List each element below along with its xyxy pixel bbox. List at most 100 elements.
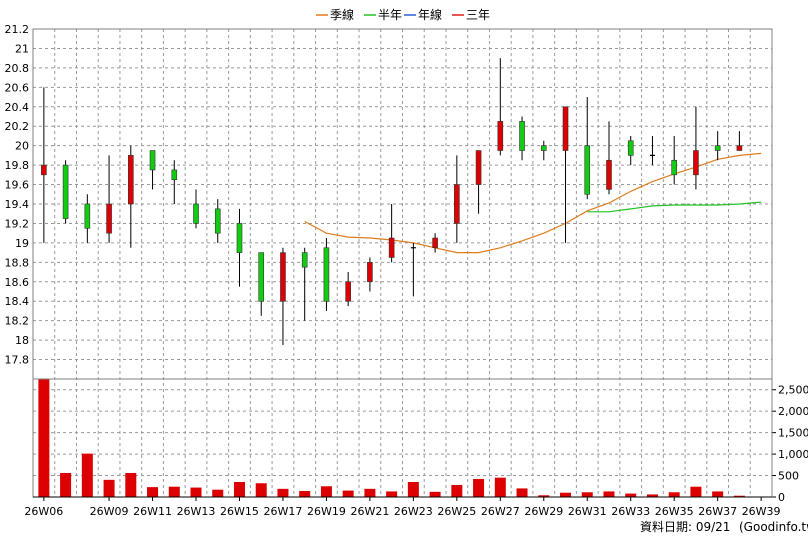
candle-body bbox=[606, 159, 612, 190]
volume-bar bbox=[690, 486, 702, 497]
source-label: (Goodinfo.tw) bbox=[739, 520, 808, 534]
volume-panel: 0 500 1,000 1,500 2,000 2,500 bbox=[32, 378, 808, 504]
price-tick-label: 19 bbox=[15, 237, 29, 250]
candle-body bbox=[214, 208, 221, 234]
candle-body bbox=[714, 145, 721, 151]
price-tick-label: 18.4 bbox=[5, 295, 30, 308]
candle-body bbox=[345, 281, 351, 302]
volume-bar bbox=[38, 379, 50, 497]
volume-bar bbox=[646, 494, 658, 497]
volume-bar bbox=[190, 487, 202, 497]
legend-label: 三年 bbox=[466, 8, 490, 22]
candle-body bbox=[519, 121, 525, 151]
price-tick-label: 19.6 bbox=[5, 179, 30, 192]
price-tick-label: 21.2 bbox=[5, 23, 30, 36]
candle-body bbox=[432, 237, 438, 249]
volume-bar bbox=[451, 484, 463, 497]
x-tick-label: 26W09 bbox=[90, 505, 129, 518]
candle-body bbox=[693, 150, 699, 176]
volume-bar bbox=[625, 493, 637, 497]
x-tick-label: 26W06 bbox=[24, 505, 63, 518]
price-panel: 17.8 18 18.2 18.4 18.6 18.8 19 19.2 19.4 19.6 19.8… bbox=[5, 23, 773, 497]
candle-body bbox=[128, 155, 134, 205]
volume-bar bbox=[147, 487, 159, 497]
volume-bar bbox=[538, 495, 550, 497]
candle-body bbox=[367, 262, 373, 283]
volume-bar bbox=[168, 486, 180, 497]
volume-bar bbox=[255, 483, 267, 497]
candle-body bbox=[62, 164, 69, 219]
volume-bar bbox=[212, 489, 224, 497]
x-tick-label: 26W19 bbox=[307, 505, 346, 518]
candle-body bbox=[627, 140, 634, 156]
volume-tick-label: 2,000 bbox=[778, 405, 808, 418]
x-tick-label: 26W31 bbox=[568, 505, 607, 518]
price-tick-label: 20 bbox=[15, 140, 29, 153]
volume-bar bbox=[407, 481, 419, 497]
candle-body bbox=[301, 252, 308, 268]
price-tick-label: 20.6 bbox=[5, 81, 30, 94]
price-tick-label: 20.2 bbox=[5, 120, 30, 133]
candle-body bbox=[736, 145, 743, 151]
volume-bar bbox=[81, 453, 93, 497]
volume-bar bbox=[386, 491, 398, 497]
price-tick-label: 20.4 bbox=[5, 101, 30, 114]
x-tick-label: 26W15 bbox=[220, 505, 259, 518]
candle-body bbox=[280, 252, 286, 302]
volume-bar bbox=[712, 491, 724, 497]
candle-body bbox=[236, 223, 243, 253]
volume-bar bbox=[668, 492, 680, 497]
volume-bar bbox=[429, 491, 441, 497]
candle-body bbox=[258, 252, 265, 302]
price-tick-label: 18 bbox=[15, 334, 29, 347]
volume-bar bbox=[342, 490, 354, 497]
x-axis: 26W06 26W09 26W11 26W13 26W15 26W17 26W19 26W21… bbox=[24, 497, 781, 518]
candle-body bbox=[323, 247, 330, 302]
volume-tick-label: 2,500 bbox=[778, 384, 808, 397]
candle-body bbox=[193, 203, 199, 224]
x-tick-label: 26W33 bbox=[611, 505, 650, 518]
volume-tick-label: 500 bbox=[778, 470, 799, 483]
price-tick-label: 18.2 bbox=[5, 315, 30, 328]
candle-body bbox=[671, 159, 677, 176]
x-tick-label: 26W29 bbox=[524, 505, 563, 518]
volume-bar bbox=[320, 486, 332, 497]
candle-body bbox=[540, 145, 547, 151]
volume-bar bbox=[364, 488, 376, 497]
candle-body bbox=[475, 150, 482, 185]
volume-tick-label: 0 bbox=[778, 491, 785, 504]
moving-average-line bbox=[304, 152, 762, 254]
x-tick-label: 26W17 bbox=[264, 505, 303, 518]
data-date-label: 資料日期: 09/21 bbox=[640, 520, 730, 534]
candle-body bbox=[41, 164, 47, 176]
moving-average-line bbox=[587, 201, 762, 213]
x-tick-label: 26W37 bbox=[698, 505, 737, 518]
legend-label: 季線 bbox=[330, 7, 354, 22]
volume-bar bbox=[299, 490, 311, 497]
volume-tick-label: 1,000 bbox=[778, 448, 808, 461]
x-tick-label: 26W35 bbox=[655, 505, 694, 518]
x-tick-label: 26W27 bbox=[481, 505, 520, 518]
price-tick-label: 21 bbox=[15, 42, 29, 55]
candle-body bbox=[106, 203, 112, 234]
x-tick-label: 26W23 bbox=[394, 505, 433, 518]
volume-bar bbox=[603, 491, 615, 497]
volume-bar bbox=[516, 488, 528, 497]
chart-legend: 季線 半年 年線 三年 bbox=[316, 7, 490, 22]
candle-body bbox=[497, 121, 504, 151]
volume-bar bbox=[581, 492, 593, 497]
x-tick-label: 26W11 bbox=[133, 505, 172, 518]
x-tick-label: 26W39 bbox=[742, 505, 781, 518]
candle-body bbox=[84, 203, 91, 229]
x-tick-label: 26W25 bbox=[437, 505, 476, 518]
volume-bar bbox=[277, 488, 289, 497]
price-tick-label: 20.8 bbox=[5, 62, 30, 75]
volume-bar bbox=[733, 495, 745, 497]
price-tick-label: 17.8 bbox=[5, 354, 30, 367]
candle-body bbox=[562, 106, 569, 151]
volume-bar bbox=[494, 477, 506, 497]
x-tick-label: 26W21 bbox=[350, 505, 389, 518]
candle-body bbox=[454, 184, 460, 224]
volume-bar bbox=[473, 478, 485, 497]
